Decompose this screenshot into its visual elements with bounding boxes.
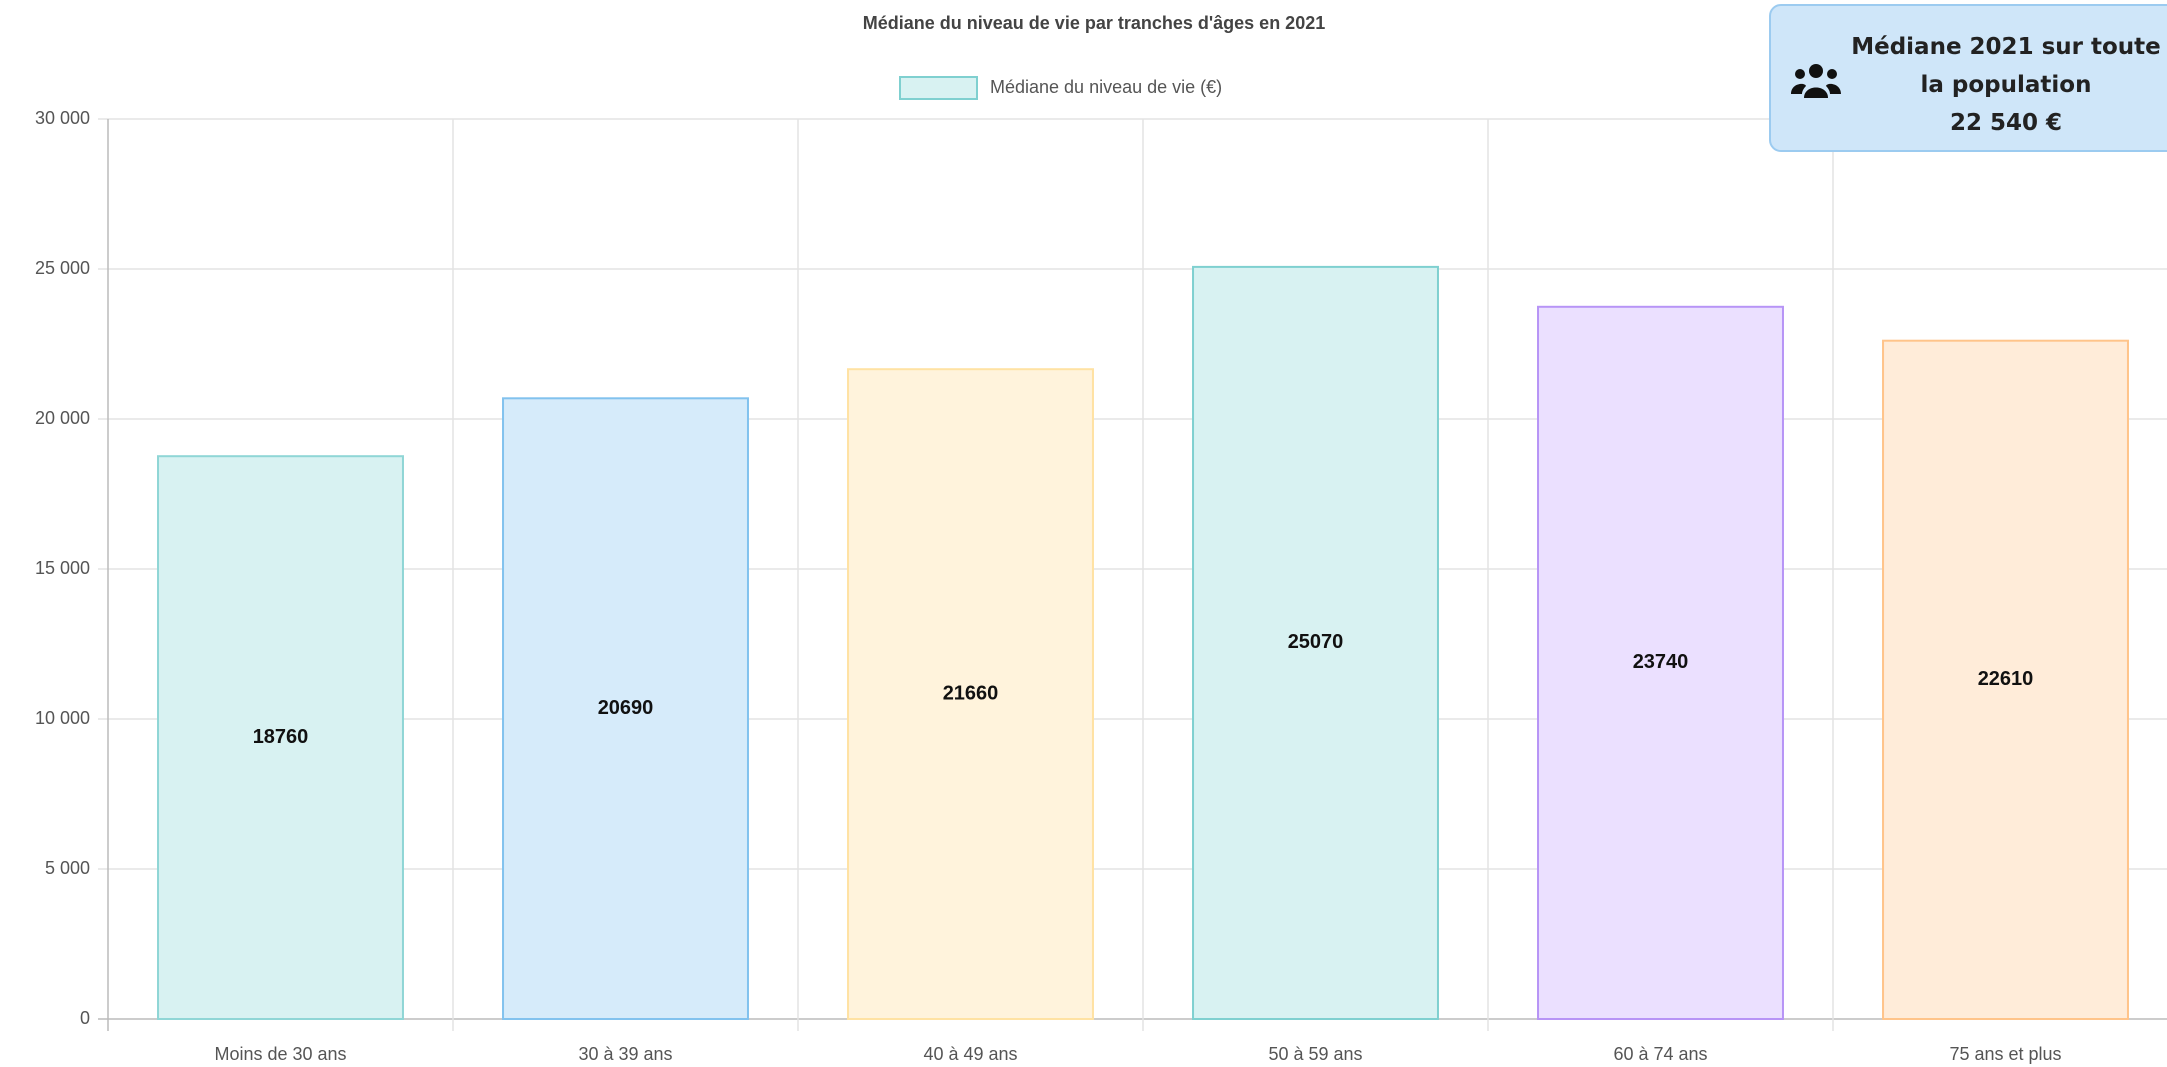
data-label: 20690 bbox=[598, 697, 654, 719]
y-tick-label: 30 000 bbox=[35, 108, 90, 128]
x-tick-label: 50 à 59 ans bbox=[1268, 1044, 1362, 1064]
bar bbox=[1192, 265, 1439, 1020]
bar bbox=[157, 455, 404, 1020]
bar bbox=[502, 397, 749, 1020]
chart-title: Médiane du niveau de vie par tranches d'… bbox=[863, 13, 1325, 33]
info-card: Médiane 2021 sur toute la population 22 … bbox=[1769, 4, 2167, 152]
data-label: 23740 bbox=[1633, 651, 1689, 673]
y-tick-label: 5 000 bbox=[45, 858, 90, 878]
info-text: Médiane 2021 sur toute la population 22 … bbox=[1841, 28, 2167, 142]
data-label: 22610 bbox=[1978, 668, 2034, 690]
legend-swatch bbox=[899, 76, 978, 100]
data-label: 18760 bbox=[253, 726, 309, 748]
people-icon bbox=[1791, 64, 1841, 98]
x-tick-label: 60 à 74 ans bbox=[1613, 1044, 1707, 1064]
x-tick-label: Moins de 30 ans bbox=[214, 1044, 346, 1064]
bar bbox=[1882, 339, 2129, 1020]
legend-label: Médiane du niveau de vie (€) bbox=[990, 77, 1222, 97]
info-value: 22 540 € bbox=[1949, 110, 2063, 136]
data-label: 25070 bbox=[1288, 631, 1344, 653]
y-tick-label: 10 000 bbox=[35, 708, 90, 728]
x-tick-label: 40 à 49 ans bbox=[923, 1044, 1017, 1064]
info-title: Médiane 2021 sur toute la population bbox=[1851, 34, 2161, 98]
y-tick-label: 20 000 bbox=[35, 408, 90, 428]
y-tick-label: 15 000 bbox=[35, 558, 90, 578]
x-tick-label: 30 à 39 ans bbox=[578, 1044, 672, 1064]
y-tick-label: 25 000 bbox=[35, 258, 90, 278]
data-label: 21660 bbox=[943, 682, 999, 704]
bar bbox=[847, 368, 1094, 1020]
y-tick-label: 0 bbox=[80, 1008, 90, 1028]
bar bbox=[1537, 305, 1784, 1020]
x-tick-label: 75 ans et plus bbox=[1949, 1044, 2061, 1064]
